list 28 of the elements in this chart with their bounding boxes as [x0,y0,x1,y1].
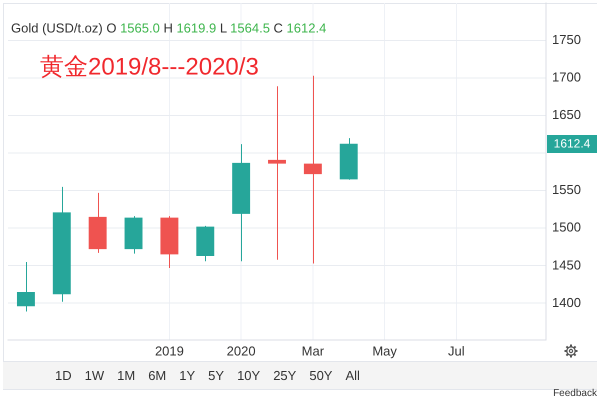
text: 25Y [273,368,296,383]
y-tick-label: 1400 [552,294,581,310]
text: 10Y [237,368,260,383]
x-tick-label: 2019 [154,343,184,358]
x-tick-label: May [372,343,398,358]
text: 1M [117,368,136,383]
y-tick-label: 1750 [552,32,581,48]
text: 1W [84,368,104,383]
y-tick-label: 1650 [552,107,581,122]
candlestick [16,261,35,312]
x-tick-label: Jul [448,343,465,358]
annotation: 黄金2019/8---2020/3 [40,54,259,81]
text: 1D [55,368,72,383]
text: 1Y [179,368,196,383]
x-tick-label: Mar [302,343,325,358]
text: 6M [148,368,166,383]
text: All [345,368,360,383]
y-tick-label: 1700 [552,70,581,85]
text: Feedback [553,388,597,399]
y-tick-label: 1450 [552,257,581,272]
text: 5Y [208,368,224,383]
text: Gold (USD/t.oz) O 1565.0 H 1619.9 L 1564.5 C 1612.4 [11,20,326,36]
candlestick [268,86,286,260]
text: 1612.4 [554,136,591,150]
x-tick-label: 2020 [226,343,256,358]
text: 50Y [309,368,332,383]
y-tick-label: 1500 [552,220,581,235]
y-tick-label: 1550 [552,182,581,198]
